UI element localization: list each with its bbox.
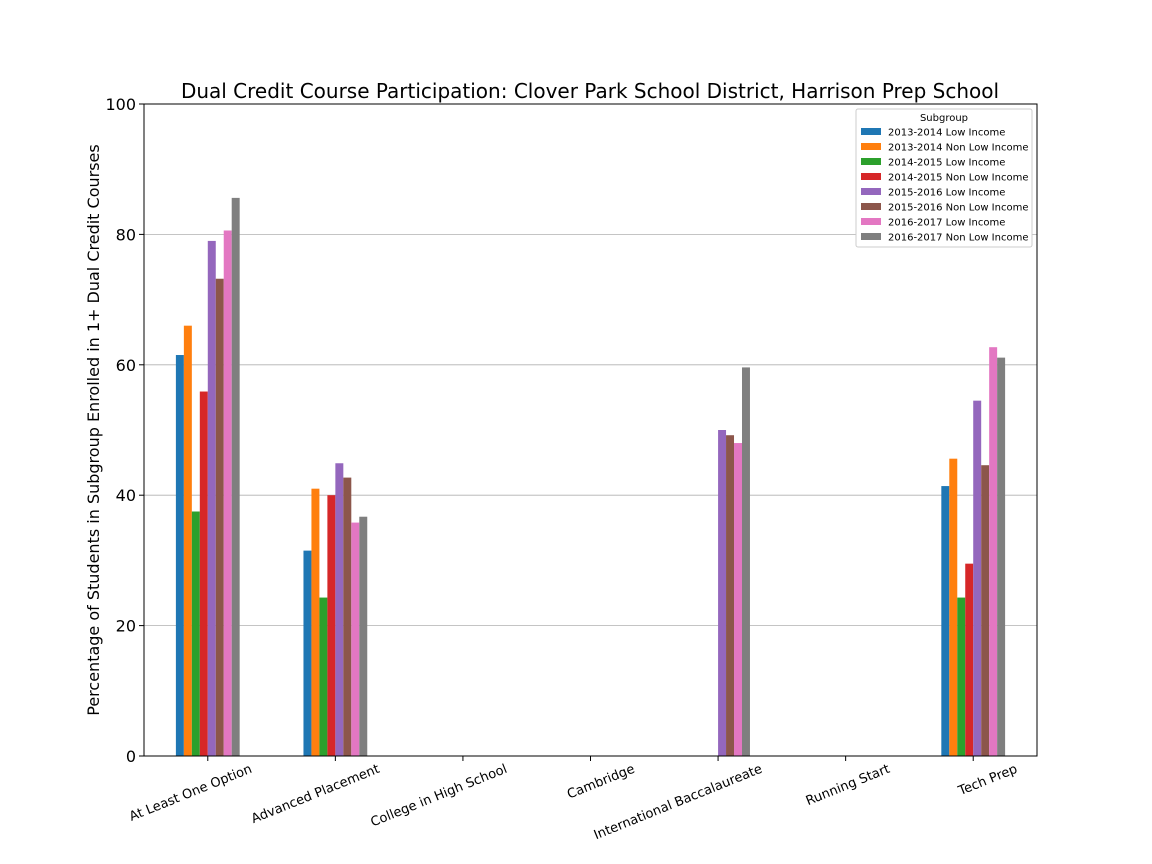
legend-label: 2014-2015 Non Low Income [888, 173, 1028, 184]
bars [175, 197, 1006, 757]
x-tick-label: Advanced Placement [249, 762, 382, 827]
bar [981, 465, 990, 756]
legend-label: 2015-2016 Low Income [888, 188, 1005, 199]
y-tick-label: 80 [116, 225, 136, 244]
bar [303, 550, 312, 756]
y-tick-label: 60 [116, 356, 136, 375]
bar [215, 278, 224, 756]
bar [957, 597, 966, 756]
y-axis-ticks: 0 20 40 60 80 100 [105, 95, 144, 766]
bar [231, 197, 240, 756]
bar [183, 325, 192, 756]
y-tick-label: 0 [126, 747, 136, 766]
bar [207, 240, 216, 757]
grid-lines [144, 233, 1037, 626]
bar [359, 516, 368, 756]
bar [327, 495, 336, 756]
legend-label: 2015-2016 Non Low Income [888, 203, 1028, 214]
bar [175, 355, 184, 756]
legend-box [855, 108, 1033, 248]
legend-swatch [861, 218, 881, 225]
bar [191, 511, 200, 756]
bar [734, 443, 742, 756]
y-tick-label: 40 [116, 486, 136, 505]
legend-label: 2016-2017 Low Income [888, 218, 1005, 229]
legend-swatch [861, 158, 881, 165]
x-tick-label: Cambridge [565, 762, 637, 803]
bar [989, 347, 998, 756]
bar [741, 367, 750, 756]
bar [199, 391, 208, 756]
legend: Subgroup 2013-2014 Low Income 2013-2014 N… [855, 108, 1033, 248]
bar [726, 435, 735, 756]
bar [311, 488, 320, 756]
legend-title: Subgroup [920, 113, 968, 124]
legend-label: 2016-2017 Non Low Income [888, 233, 1028, 244]
legend-swatch [861, 143, 881, 150]
bar [343, 477, 352, 756]
y-tick-label: 100 [105, 95, 136, 114]
legend-label: 2014-2015 Low Income [888, 158, 1005, 169]
bar [965, 563, 974, 756]
bar [319, 597, 328, 756]
bar [949, 458, 958, 756]
legend-label: 2013-2014 Non Low Income [888, 143, 1028, 154]
x-tick-label: College in High School [369, 762, 510, 831]
legend-swatch [861, 188, 881, 195]
bar [335, 463, 344, 756]
legend-swatch [861, 203, 881, 210]
legend-label: 2013-2014 Low Income [888, 128, 1005, 139]
y-tick-label: 20 [116, 617, 136, 636]
bar [351, 522, 360, 756]
chart-title: Dual Credit Course Participation: Clover… [181, 79, 999, 103]
bar [941, 486, 950, 756]
bar [223, 230, 232, 756]
bar [997, 357, 1006, 756]
bar [718, 430, 727, 756]
y-axis-label: Percentage of Students in Subgroup Enrol… [84, 144, 103, 715]
legend-swatch [861, 173, 881, 180]
x-tick-label: Running Start [804, 762, 892, 809]
x-tick-label: Tech Prep [956, 762, 1020, 800]
x-tick-label: At Least One Option [127, 762, 254, 825]
legend-swatch [861, 233, 881, 240]
legend-swatch [861, 128, 881, 135]
bar [973, 400, 982, 756]
